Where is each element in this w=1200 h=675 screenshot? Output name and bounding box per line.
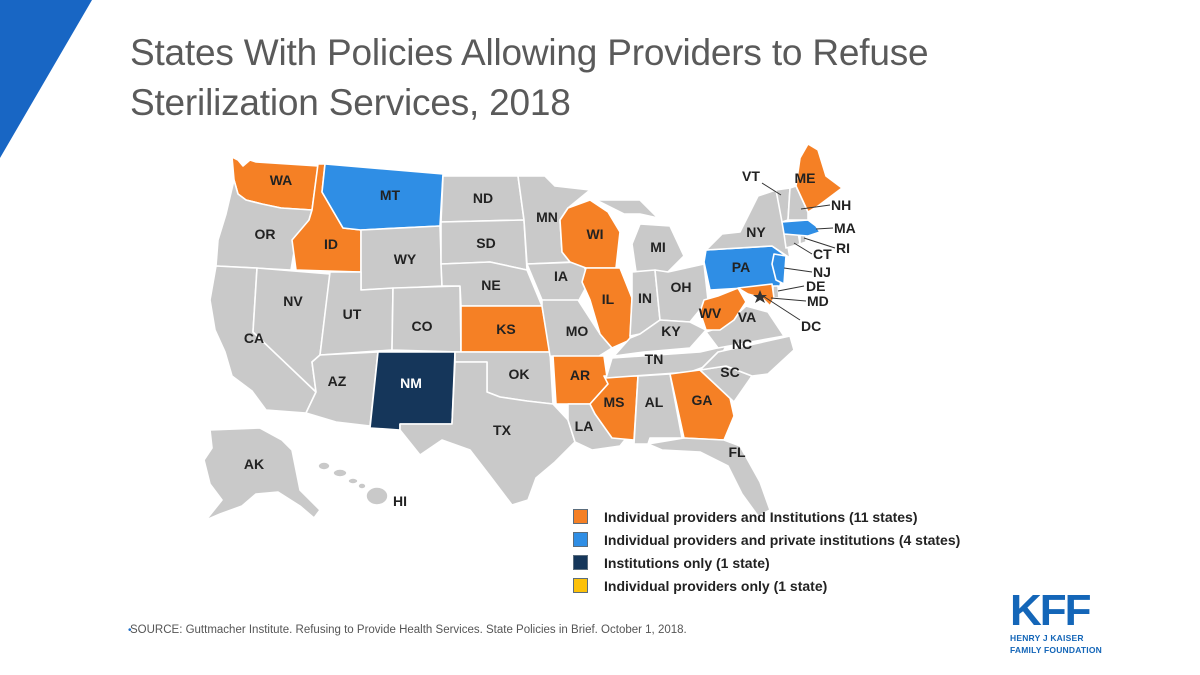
label-ks: KS: [496, 321, 515, 337]
label-me: ME: [795, 170, 816, 186]
state-mo[interactable]: [541, 299, 613, 359]
state-hi[interactable]: [317, 461, 389, 506]
state-nh[interactable]: [787, 185, 809, 221]
label-sc: SC: [720, 364, 739, 380]
label-az: AZ: [328, 373, 347, 389]
state-tx[interactable]: [399, 361, 576, 506]
label-md: MD: [807, 293, 829, 309]
label-ma: MA: [834, 220, 856, 236]
label-al: AL: [645, 394, 664, 410]
label-la: LA: [575, 418, 594, 434]
label-nc: NC: [732, 336, 752, 352]
legend-item-individual-and-institutions: Individual providers and Institutions (1…: [573, 505, 1013, 528]
label-ut: UT: [343, 306, 362, 322]
label-in: IN: [638, 290, 652, 306]
leader-dc: [762, 295, 801, 321]
state-fl[interactable]: [647, 437, 771, 517]
label-mi: MI: [650, 239, 666, 255]
label-hi: HI: [393, 493, 407, 509]
leader-nj: [783, 267, 813, 273]
legend-item-individual-and-private: Individual providers and private institu…: [573, 528, 1013, 551]
label-ak: AK: [244, 456, 264, 472]
legend-item-individual-only: Individual providers only (1 state): [573, 574, 1013, 597]
state-nm[interactable]: [369, 351, 456, 431]
label-nm: NM: [400, 375, 422, 391]
state-labels: WA OR CA NV ID MT WY UT CO AZ NM ND SD N…: [244, 168, 856, 509]
label-ca: CA: [244, 330, 264, 346]
label-tx: TX: [493, 422, 512, 438]
label-il: IL: [602, 291, 615, 307]
state-az[interactable]: [305, 351, 379, 427]
label-co: CO: [412, 318, 433, 334]
legend-swatch: [573, 509, 588, 524]
label-nv: NV: [283, 293, 303, 309]
state-ma[interactable]: [781, 219, 821, 237]
label-ia: IA: [554, 268, 568, 284]
label-ne: NE: [481, 277, 500, 293]
label-ct: CT: [813, 246, 832, 262]
label-or: OR: [255, 226, 276, 242]
state-nc[interactable]: [699, 335, 795, 377]
legend-item-institutions-only: Institutions only (1 state): [573, 551, 1013, 574]
source-note: SOURCE: Guttmacher Institute. Refusing t…: [130, 624, 687, 636]
legend: Individual providers and Institutions (1…: [573, 505, 1013, 597]
label-ok: OK: [509, 366, 530, 382]
leader-vt: [761, 182, 782, 196]
label-ms: MS: [604, 394, 625, 410]
label-nd: ND: [473, 190, 493, 206]
label-ri: RI: [836, 240, 850, 256]
dc-star-icon: [753, 290, 767, 303]
label-ky: KY: [661, 323, 681, 339]
legend-label: Institutions only (1 state): [604, 554, 770, 571]
label-tn: TN: [645, 351, 664, 367]
leader-ct: [793, 242, 813, 255]
label-de: DE: [806, 278, 825, 294]
kff-logo-mark: KFF: [1010, 586, 1092, 635]
label-oh: OH: [671, 279, 692, 295]
legend-swatch: [573, 578, 588, 593]
label-ar: AR: [570, 367, 590, 383]
label-mt: MT: [380, 187, 401, 203]
label-wi: WI: [586, 226, 603, 242]
state-wv[interactable]: [699, 287, 747, 331]
label-sd: SD: [476, 235, 495, 251]
label-wv: WV: [699, 305, 722, 321]
label-ga: GA: [692, 392, 713, 408]
label-wy: WY: [394, 251, 417, 267]
leader-nh: [800, 204, 831, 210]
corner-accent-shape: [0, 0, 92, 158]
label-dc: DC: [801, 318, 821, 334]
legend-label: Individual providers only (1 state): [604, 577, 828, 594]
label-mn: MN: [536, 209, 558, 225]
label-ny: NY: [746, 224, 766, 240]
label-va: VA: [738, 309, 756, 325]
state-il[interactable]: [581, 267, 633, 349]
leader-de: [777, 285, 805, 292]
label-vt: VT: [742, 168, 760, 184]
label-fl: FL: [728, 444, 746, 460]
leader-ma: [815, 227, 834, 230]
kff-logo-line-1: HENRY J KAISER: [1010, 633, 1084, 643]
legend-swatch: [573, 532, 588, 547]
state-ak[interactable]: [203, 427, 321, 521]
label-nh: NH: [831, 197, 851, 213]
label-nj: NJ: [813, 264, 831, 280]
legend-label: Individual providers and Institutions (1…: [604, 508, 918, 525]
state-nj[interactable]: [771, 253, 787, 285]
page-title: States With Policies Allowing Providers …: [130, 32, 929, 123]
label-mo: MO: [566, 323, 589, 339]
kff-logo-line-2: FAMILY FOUNDATION: [1010, 645, 1103, 655]
legend-swatch: [573, 555, 588, 570]
source-bullet: •: [128, 625, 132, 636]
label-wa: WA: [270, 172, 293, 188]
legend-label: Individual providers and private institu…: [604, 531, 961, 548]
kff-logo: KFF HENRY J KAISER FAMILY FOUNDATION: [1010, 586, 1130, 656]
state-me[interactable]: [795, 143, 843, 213]
leader-ri: [803, 237, 836, 249]
label-pa: PA: [732, 259, 750, 275]
label-id: ID: [324, 236, 338, 252]
leader-md: [770, 297, 807, 302]
